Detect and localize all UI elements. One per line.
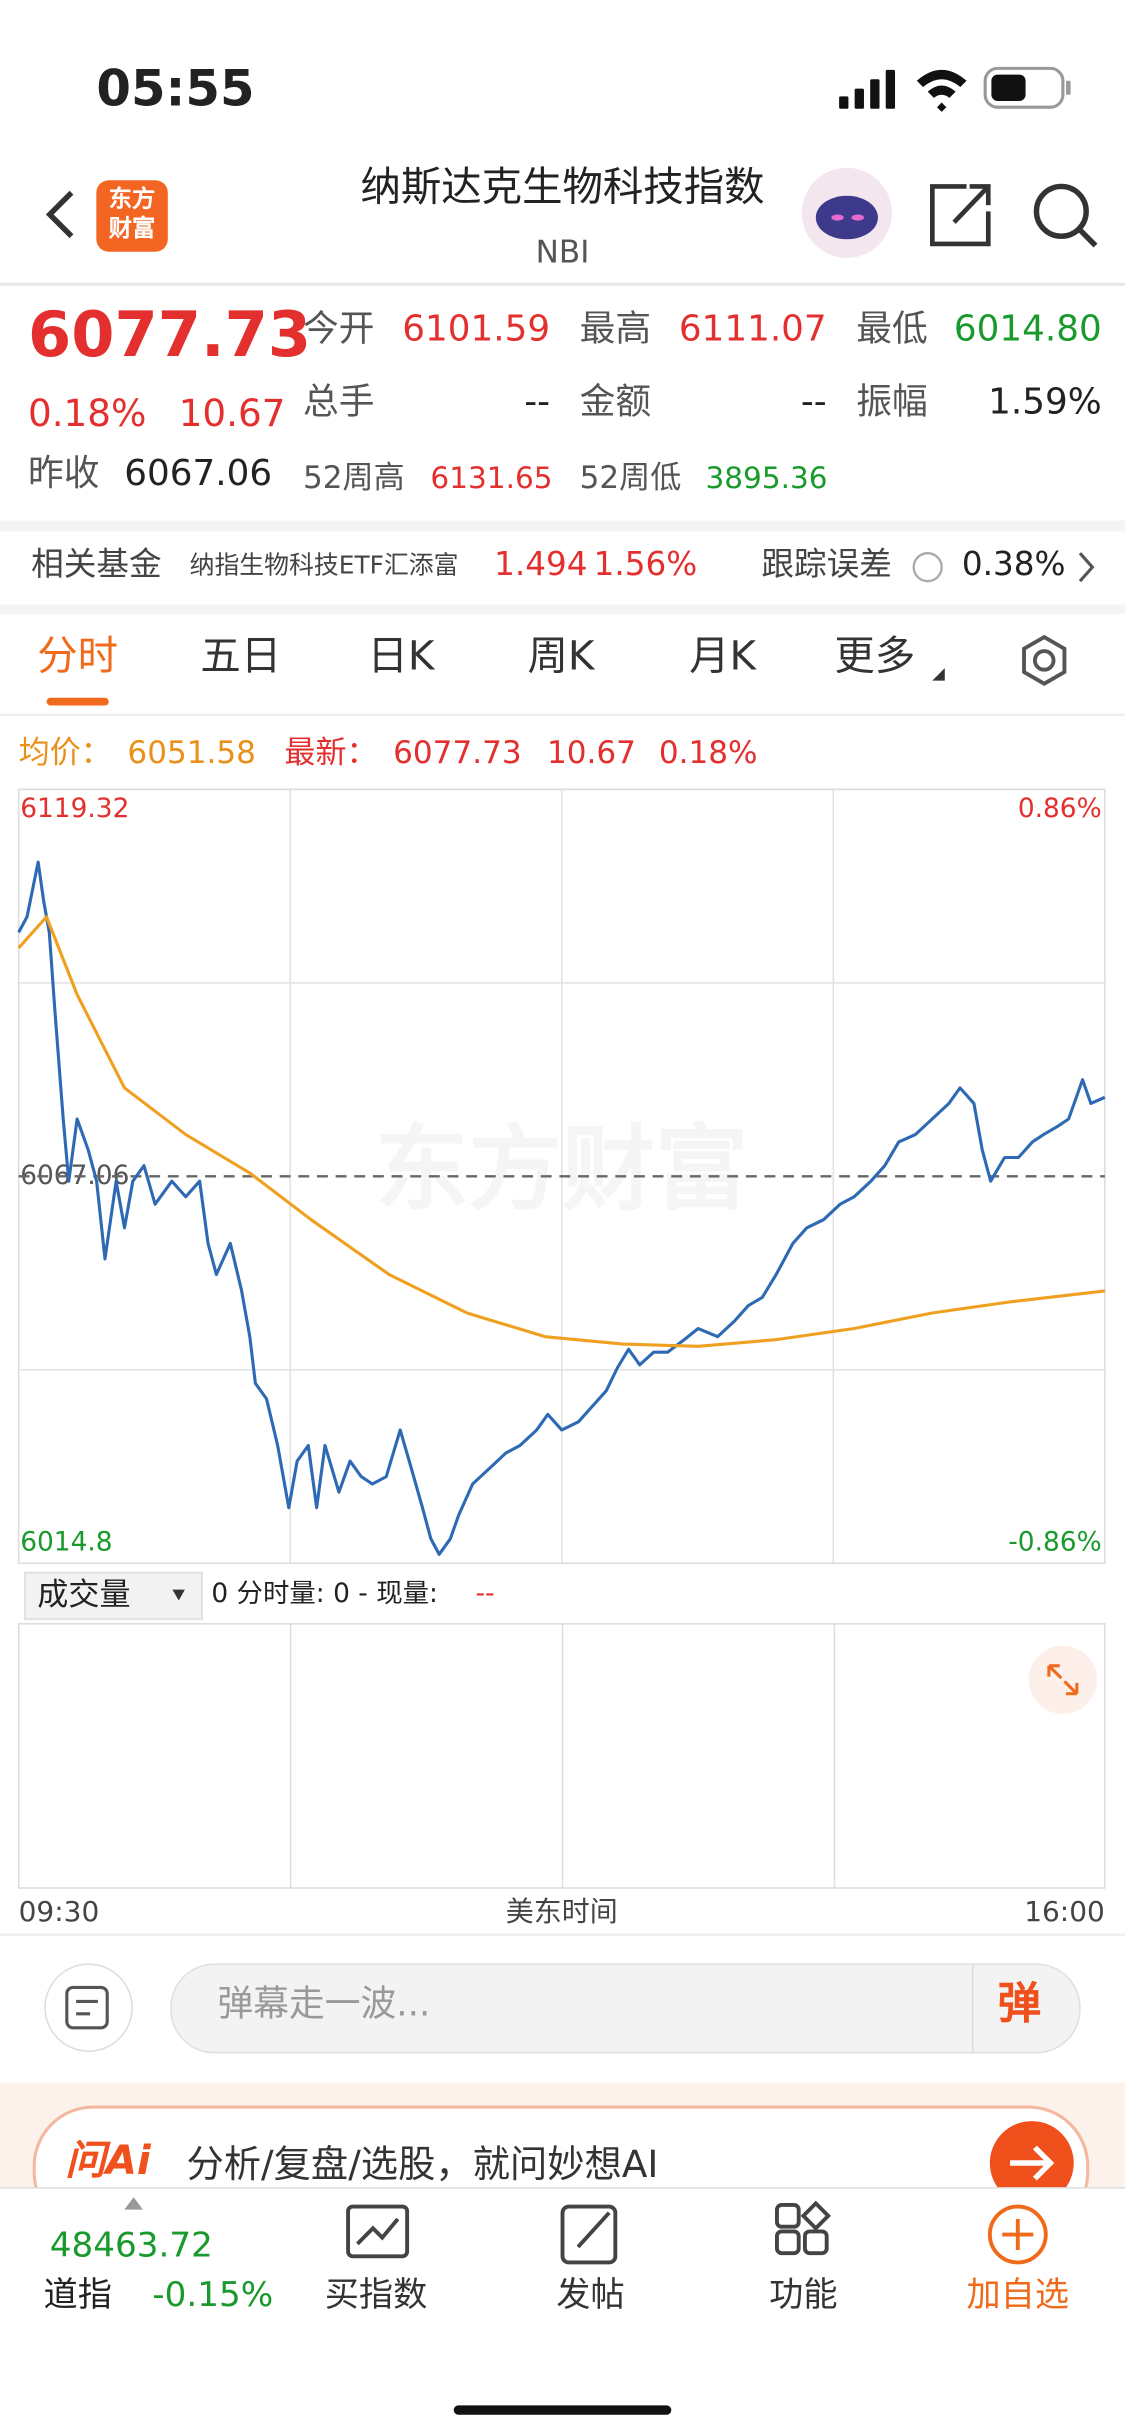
field-value: 6101.59: [402, 309, 551, 350]
field-label: 最低: [856, 309, 928, 350]
field-value: 6131.65: [430, 461, 553, 496]
field-label: 总手: [303, 382, 375, 423]
fund-label: 相关基金: [31, 545, 162, 583]
settings-button[interactable]: [1022, 634, 1067, 686]
latest-change: 10.67: [546, 733, 636, 771]
y2-tick-label: 0.86%: [1018, 793, 1102, 824]
field-label: 昨收: [27, 453, 100, 495]
x-tick-label: 09:30: [19, 1895, 100, 1928]
field-label: 52周高: [303, 458, 405, 496]
field-label: 振幅: [856, 382, 928, 423]
field-label: 52周低: [579, 458, 682, 496]
status-icons: [839, 66, 1071, 112]
expand-button[interactable]: [1028, 1645, 1098, 1714]
page-subtitle: NBI: [535, 233, 590, 271]
change-pct: 0.18%: [27, 391, 147, 436]
nav-item[interactable]: 加自选: [966, 2276, 1070, 2316]
avg-value: 6051.58: [127, 733, 256, 771]
field-label: 金额: [579, 382, 652, 423]
tab[interactable]: 分时: [37, 633, 119, 681]
logo-text: 财富: [108, 214, 156, 243]
y2-tick-label: -0.86%: [1008, 1527, 1101, 1558]
volume-selector[interactable]: [24, 1571, 203, 1620]
nav-item[interactable]: 发帖: [556, 2276, 625, 2316]
x-axis-label: 美东时间: [506, 1895, 618, 1928]
nav-item[interactable]: 买指数: [324, 2276, 428, 2316]
index-name[interactable]: 道指: [43, 2276, 112, 2316]
latest-pct: 0.18%: [658, 733, 758, 771]
tracking-value: 0.38%: [961, 545, 1066, 583]
field-value: 3895.36: [705, 461, 828, 496]
y-tick-label: 6014.8: [20, 1527, 112, 1558]
tracking-label: 跟踪误差: [761, 545, 892, 583]
comment-input[interactable]: [170, 1963, 1081, 2054]
volume-selector-label[interactable]: 成交量: [37, 1575, 131, 1613]
field-label: 今开: [303, 309, 375, 350]
field-value: 6111.07: [678, 309, 827, 350]
y-tick-label: 6119.32: [20, 793, 129, 824]
change: 10.67: [178, 391, 286, 436]
arrow-icon: [1010, 2145, 1055, 2181]
field-label: 最高: [579, 309, 652, 350]
x-tick-label: 16:00: [1024, 1895, 1105, 1928]
divider: [0, 520, 1125, 532]
status-time: 05:55: [96, 59, 255, 119]
latest-label: 最新：: [284, 733, 378, 771]
fund-name[interactable]: 纳指生物科技ETF汇添富: [189, 550, 459, 580]
expand-triangle: [124, 2197, 143, 2210]
logo: [96, 180, 168, 252]
field-value: --: [524, 382, 551, 423]
tab[interactable]: 日K: [367, 633, 435, 681]
ai-text[interactable]: 分析/复盘/选股，就问妙想AI: [186, 2142, 659, 2187]
comment-placeholder[interactable]: 弹幕走一波...: [217, 1984, 431, 2025]
series-line: [17, 915, 1106, 1348]
divider: [0, 604, 1125, 614]
index-pct[interactable]: -0.15%: [152, 2276, 274, 2316]
field-value: 6067.06: [124, 453, 273, 495]
index-value[interactable]: 48463.72: [49, 2226, 213, 2266]
tab[interactable]: 月K: [689, 633, 757, 681]
latest-value: 6077.73: [393, 733, 522, 771]
home-indicator: [453, 2405, 672, 2415]
tab[interactable]: 更多: [834, 633, 916, 681]
volume-current: --: [475, 1578, 495, 1610]
volume-grid: [289, 1623, 836, 1888]
danmaku-button[interactable]: 弹: [997, 1978, 1042, 2030]
ai-logo: 问Ai: [65, 2138, 151, 2185]
volume-frame: [17, 1623, 1106, 1889]
fund-pct: 1.56%: [593, 545, 698, 583]
field-value: 6014.80: [953, 309, 1102, 350]
tab-indicator: [46, 697, 109, 706]
field-value: --: [800, 382, 827, 423]
field-value: 1.59%: [988, 382, 1102, 423]
volume-info: 0 分时量: 0 - 现量:: [211, 1578, 438, 1610]
search-button[interactable]: [1033, 183, 1098, 248]
help-icon[interactable]: [912, 552, 943, 583]
chart: 东方财富6119.326067.066014.80.86%-0.86%09:30…: [17, 788, 1106, 1928]
nav-item[interactable]: 功能: [769, 2276, 838, 2316]
comment-icon[interactable]: [44, 1963, 133, 2052]
bottom-icons: [346, 2200, 1048, 2265]
tab[interactable]: 五日: [200, 633, 282, 681]
more-arrow[interactable]: [1078, 552, 1095, 583]
back-button[interactable]: [45, 190, 74, 239]
fund-price: 1.494: [494, 545, 588, 583]
assistant-avatar[interactable]: [801, 167, 892, 258]
series-line: [17, 860, 1106, 1556]
avg-label: 均价：: [18, 733, 112, 771]
logo-text: 东方: [108, 184, 156, 213]
dropdown-arrow: [172, 1589, 185, 1601]
page-title: 纳斯达克生物科技指数: [360, 164, 765, 212]
tab[interactable]: 周K: [527, 633, 595, 681]
share-button[interactable]: [930, 184, 991, 247]
price: 6077.73: [27, 299, 312, 372]
